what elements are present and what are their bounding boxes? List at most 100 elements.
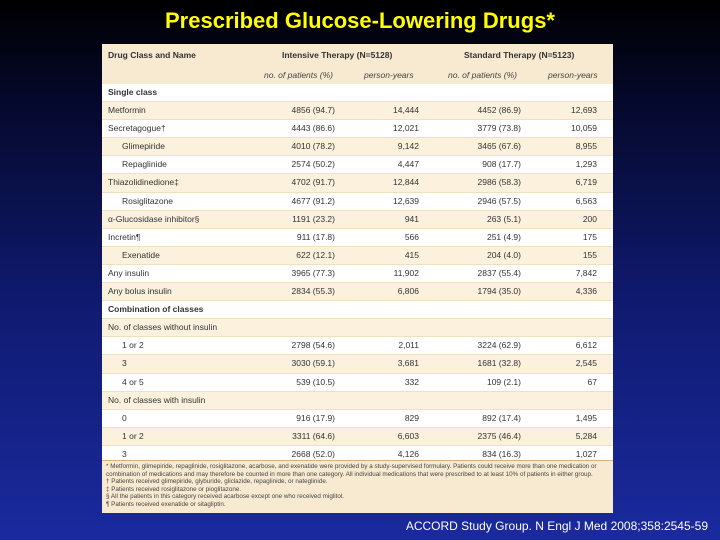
- table-row: 4 or 5 539 (10.5) 332 109 (2.1) 67: [102, 373, 613, 392]
- row-label: Rosiglitazone: [122, 195, 174, 206]
- table-cell: 829: [404, 412, 419, 423]
- table-cell: 3779 (73.8): [477, 123, 521, 134]
- table-cell: 3224 (62.9): [477, 340, 521, 351]
- header-drug-class: Drug Class and Name: [108, 50, 196, 60]
- table-row: Any insulin 3965 (77.3) 11,902 2837 (55.4) 7…: [102, 264, 613, 284]
- table-cell: 6,806: [397, 286, 419, 297]
- table-cell: 2986 (58.3): [477, 177, 521, 188]
- row-label: Combination of classes: [108, 304, 204, 315]
- table-cell: 6,612: [575, 340, 597, 351]
- table-row: No. of classes without insulin: [102, 319, 613, 338]
- table-cell: 415: [404, 249, 419, 260]
- table-section-row: Combination of classes: [102, 301, 613, 320]
- citation: ACCORD Study Group. N Engl J Med 2008;35…: [405, 519, 708, 533]
- row-label: No. of classes with insulin: [108, 394, 206, 405]
- table-footnotes: * Metformin, glimepiride, repaglinide, r…: [102, 460, 613, 513]
- table-cell: 2375 (46.4): [477, 430, 521, 441]
- table-cell: 4,447: [397, 159, 419, 170]
- table-row: 0 916 (17.9) 829 892 (17.4) 1,495: [102, 409, 613, 428]
- table-cell: 2668 (52.0): [291, 448, 335, 459]
- table-cell: 1681 (32.8): [477, 358, 521, 369]
- table-cell: 204 (4.0): [486, 249, 521, 260]
- table-cell: 12,639: [393, 195, 419, 206]
- table-cell: 539 (10.5): [296, 376, 335, 387]
- table-cell: 7,842: [575, 267, 597, 278]
- table-cell: 3030 (59.1): [291, 358, 335, 369]
- table-cell: 2837 (55.4): [477, 267, 521, 278]
- table-cell: 9,142: [397, 141, 419, 152]
- footnote: § All the patients in this category rece…: [106, 493, 345, 500]
- row-label: 4 or 5: [122, 376, 144, 387]
- table-row: No. of classes with insulin: [102, 391, 613, 410]
- table-cell: 4452 (86.9): [477, 105, 521, 116]
- table-cell: 11,902: [393, 267, 419, 278]
- footnote: † Patients received glimepiride, glyburi…: [106, 478, 328, 485]
- row-label: Single class: [108, 87, 158, 97]
- table-cell: 1794 (35.0): [477, 286, 521, 297]
- row-label: α-Glucosidase inhibitor§: [108, 213, 200, 224]
- row-label: Incretin¶: [108, 231, 141, 242]
- row-label: 0: [122, 412, 127, 423]
- table-cell: 3465 (67.6): [477, 141, 521, 152]
- table-cell: 5,284: [575, 430, 597, 441]
- table-cell: 12,021: [393, 123, 419, 134]
- row-label: Repaglinide: [122, 159, 167, 170]
- table-section-row: Single class: [102, 84, 613, 103]
- table-row: Thiazolidinedione‡ 4702 (91.7) 12,844 2986 …: [102, 174, 613, 193]
- table-row: Rosiglitazone 4677 (91.2) 12,639 2946 (57.5…: [102, 192, 613, 211]
- footnote: * Metformin, glimepiride, repaglinide, r…: [106, 463, 597, 478]
- row-label: Glimepiride: [122, 141, 165, 152]
- table-header: Drug Class and Name Intensive Therapy (N…: [102, 44, 613, 85]
- subheader-intensive-patients: no. of patients (%): [264, 70, 333, 80]
- table-cell: 12,693: [571, 105, 597, 116]
- table-row: α-Glucosidase inhibitor§ 1191 (23.2) 941 26…: [102, 210, 613, 229]
- table-cell: 911 (17.8): [296, 231, 335, 242]
- table-cell: 4,126: [397, 448, 419, 459]
- table-row: Exenatide 622 (12.1) 415 204 (4.0) 155: [102, 246, 613, 265]
- table-cell: 2574 (50.2): [291, 159, 335, 170]
- table-cell: 175: [582, 231, 597, 242]
- table-cell: 892 (17.4): [482, 412, 521, 423]
- row-label: Thiazolidinedione‡: [108, 177, 179, 188]
- table-row: 3 3030 (59.1) 3,681 1681 (32.8) 2,545: [102, 355, 613, 374]
- footnote: ¶ Patients received exenatide or sitagli…: [106, 500, 226, 508]
- footnote: ‡ Patients received rosiglitazone or pio…: [106, 485, 242, 493]
- row-label: 1 or 2: [122, 340, 144, 351]
- table-row: Incretin¶ 911 (17.8) 566 251 (4.9) 175: [102, 228, 613, 247]
- table-row: 1 or 2 2798 (54.6) 2,011 3224 (62.9) 6,612: [102, 337, 613, 356]
- row-label: 1 or 2: [122, 430, 144, 441]
- table-cell: 916 (17.9): [296, 412, 335, 423]
- subheader-intensive-person-years: person-years: [364, 70, 414, 80]
- table-cell: 3965 (77.3): [291, 267, 335, 278]
- table-cell: 908 (17.7): [482, 159, 521, 170]
- subheader-standard-person-years: person-years: [548, 70, 598, 80]
- table-cell: 4677 (91.2): [291, 195, 335, 206]
- table-row: Repaglinide 2574 (50.2) 4,447 908 (17.7) 1,2…: [102, 156, 613, 175]
- table-cell: 6,563: [575, 195, 597, 206]
- table-cell: 2798 (54.6): [291, 340, 335, 351]
- table-cell: 4010 (78.2): [291, 141, 335, 152]
- drug-table: Drug Class and Name Intensive Therapy (N…: [102, 44, 613, 513]
- table-cell: 4702 (91.7): [291, 177, 335, 188]
- table-cell: 1,027: [575, 448, 597, 459]
- row-label: Metformin: [108, 105, 146, 116]
- table-cell: 6,603: [397, 430, 419, 441]
- row-label: Exenatide: [122, 249, 160, 260]
- table-cell: 834 (16.3): [482, 448, 521, 459]
- table-cell: 1191 (23.2): [292, 213, 335, 224]
- row-label: No. of classes without insulin: [108, 322, 218, 333]
- table-cell: 2,545: [575, 358, 597, 369]
- table-cell: 14,444: [393, 105, 419, 116]
- subheader-standard-patients: no. of patients (%): [448, 70, 517, 80]
- table-cell: 2,011: [398, 340, 419, 351]
- row-label: 3: [122, 358, 127, 369]
- table-cell: 8,955: [575, 141, 597, 152]
- table-cell: 1,495: [575, 412, 597, 423]
- table-cell: 6,719: [575, 177, 597, 188]
- table-cell: 67: [587, 376, 597, 387]
- table-cell: 2946 (57.5): [477, 195, 521, 206]
- table-cell: 251 (4.9): [486, 231, 521, 242]
- row-label: Any insulin: [108, 267, 150, 278]
- slide-title: Prescribed Glucose-Lowering Drugs*: [165, 8, 555, 33]
- table-cell: 566: [404, 231, 419, 242]
